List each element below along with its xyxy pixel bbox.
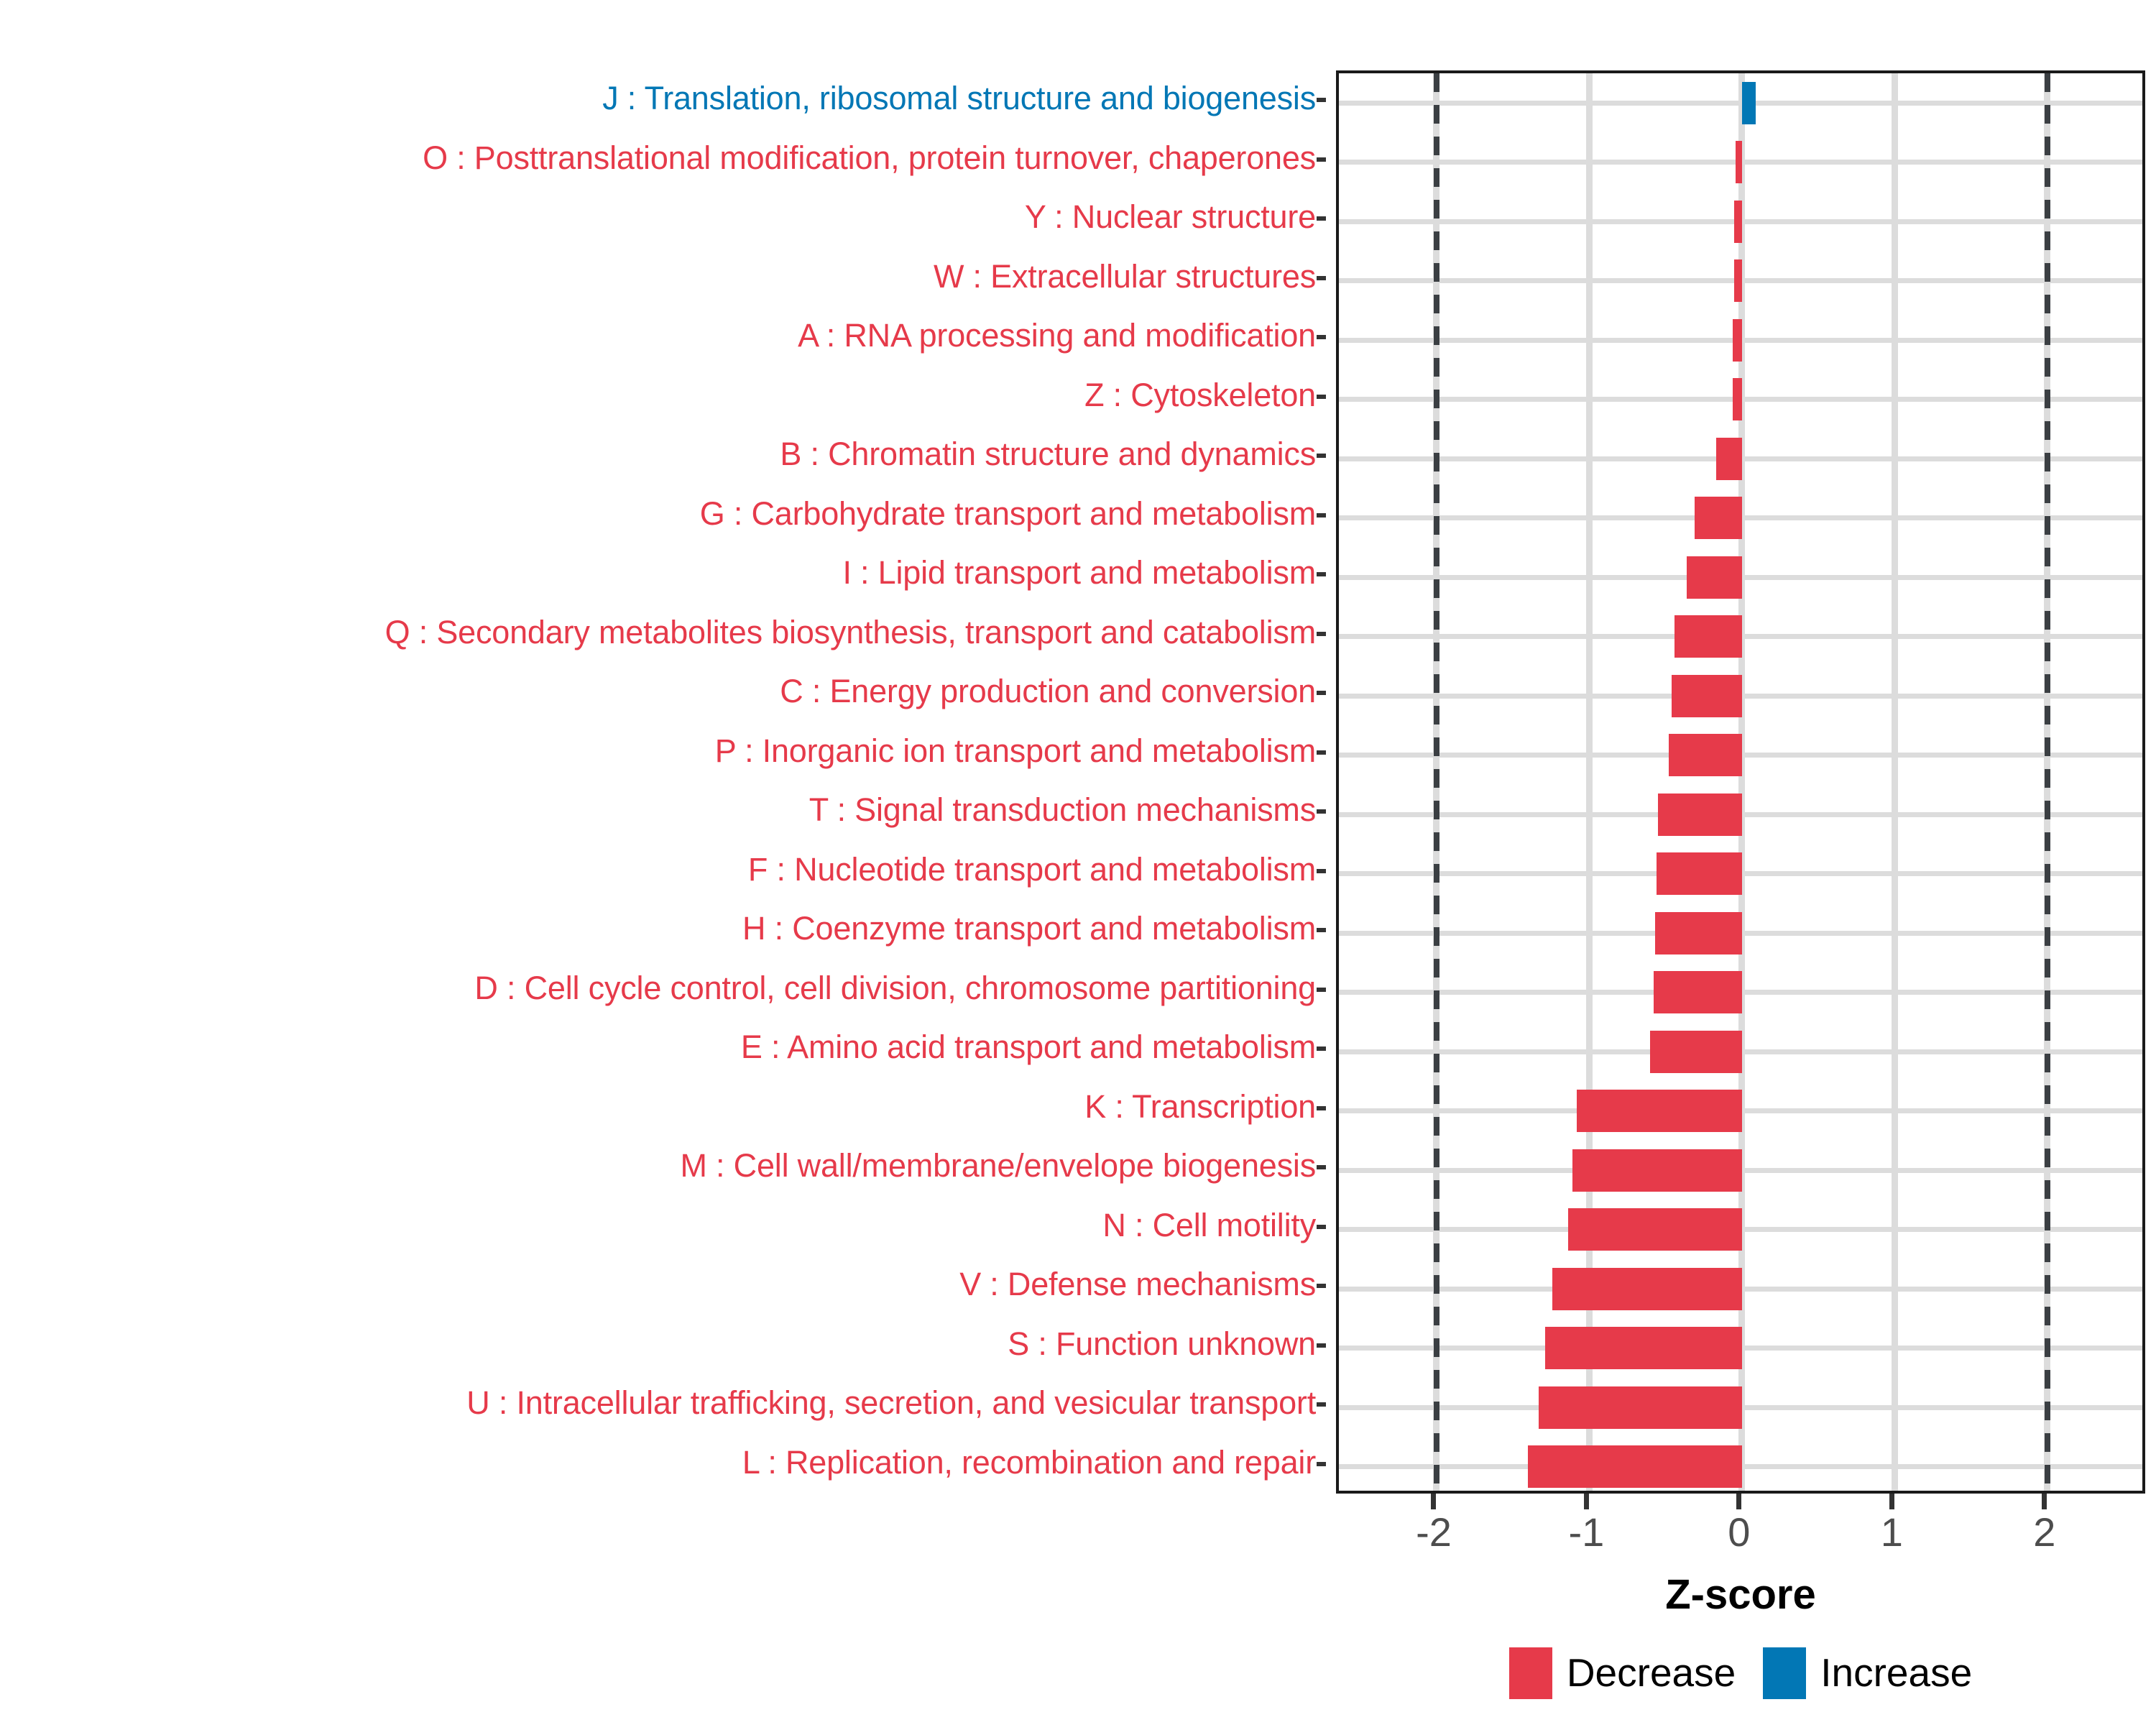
category-label: K : Transcription bbox=[1084, 1087, 1316, 1125]
y-axis-tick bbox=[1317, 928, 1326, 933]
reference-line bbox=[2044, 73, 2050, 1491]
y-axis-tick bbox=[1317, 157, 1326, 162]
y-axis-tick bbox=[1317, 809, 1326, 814]
category-label: J : Translation, ribosomal structure and… bbox=[602, 80, 1316, 117]
y-axis-tick bbox=[1317, 394, 1326, 399]
y-axis-tick bbox=[1317, 512, 1326, 518]
y-axis-tick bbox=[1317, 868, 1326, 873]
category-label: V : Defense mechanisms bbox=[959, 1266, 1316, 1303]
x-axis: -2 -1 0 1 2 bbox=[1336, 1494, 2145, 1580]
category-label: Z : Cytoskeleton bbox=[1084, 376, 1316, 413]
x-axis-tick bbox=[2042, 1494, 2047, 1509]
category-label: L : Replication, recombination and repai… bbox=[742, 1443, 1316, 1481]
y-axis-tick bbox=[1317, 1461, 1326, 1466]
y-axis-tick bbox=[1317, 216, 1326, 221]
bar bbox=[1733, 378, 1742, 421]
y-axis-tick bbox=[1317, 1165, 1326, 1170]
category-label: C : Energy production and conversion bbox=[780, 673, 1316, 710]
bar bbox=[1715, 437, 1742, 480]
category-label: U : Intracellular trafficking, secretion… bbox=[466, 1384, 1316, 1422]
bar bbox=[1552, 1267, 1742, 1310]
x-axis-tick-label: -1 bbox=[1568, 1509, 1605, 1555]
x-axis-tick-label: 1 bbox=[1880, 1509, 1903, 1555]
legend-swatch bbox=[1508, 1647, 1552, 1699]
gridline-vertical bbox=[1891, 73, 1898, 1491]
bar bbox=[1544, 1327, 1742, 1370]
category-label-column: J : Translation, ribosomal structure and… bbox=[0, 70, 1326, 1494]
y-axis-tick bbox=[1317, 275, 1326, 280]
category-label: E : Amino acid transport and metabolism bbox=[740, 1029, 1316, 1066]
category-label: Q : Secondary metabolites biosynthesis, … bbox=[384, 613, 1317, 650]
legend-item[interactable]: Increase bbox=[1763, 1647, 1972, 1699]
y-axis-tick bbox=[1317, 987, 1326, 992]
bar bbox=[1658, 793, 1742, 836]
y-axis-tick bbox=[1317, 454, 1326, 459]
bar bbox=[1528, 1445, 1742, 1489]
y-axis-tick bbox=[1317, 1284, 1326, 1289]
gridline-vertical bbox=[1738, 73, 1746, 1491]
y-axis-tick bbox=[1317, 1402, 1326, 1407]
reference-line bbox=[1433, 73, 1439, 1491]
bar bbox=[1734, 200, 1742, 243]
legend-swatch bbox=[1763, 1647, 1807, 1699]
x-axis-tick-label: -2 bbox=[1416, 1509, 1452, 1555]
plot-panel bbox=[1336, 70, 2145, 1494]
bar bbox=[1567, 1208, 1742, 1251]
x-axis-tick-label: 0 bbox=[1728, 1509, 1751, 1555]
bar bbox=[1653, 971, 1742, 1014]
bar bbox=[1695, 497, 1742, 540]
bar bbox=[1674, 615, 1742, 658]
category-label: D : Cell cycle control, cell division, c… bbox=[474, 969, 1316, 1006]
bar bbox=[1736, 141, 1742, 184]
bar bbox=[1654, 911, 1742, 954]
bar bbox=[1577, 1090, 1742, 1133]
x-axis-tick bbox=[1736, 1494, 1742, 1509]
category-label: B : Chromatin structure and dynamics bbox=[780, 436, 1316, 473]
category-label: P : Inorganic ion transport and metaboli… bbox=[714, 732, 1316, 769]
bar bbox=[1741, 81, 1756, 124]
category-label: I : Lipid transport and metabolism bbox=[842, 554, 1316, 592]
x-axis-tick bbox=[1889, 1494, 1894, 1509]
y-axis-tick bbox=[1317, 1046, 1326, 1052]
bar bbox=[1539, 1386, 1742, 1429]
bar bbox=[1668, 734, 1742, 777]
bar bbox=[1733, 318, 1742, 362]
bar bbox=[1650, 1030, 1742, 1073]
y-axis-tick bbox=[1317, 572, 1326, 577]
category-label: A : RNA processing and modification bbox=[798, 317, 1316, 354]
legend-label: Increase bbox=[1820, 1650, 1973, 1695]
category-label: M : Cell wall/membrane/envelope biogenes… bbox=[680, 1147, 1316, 1184]
legend-item[interactable]: Decrease bbox=[1508, 1647, 1736, 1699]
bar bbox=[1572, 1149, 1742, 1192]
bar bbox=[1687, 556, 1742, 599]
category-label: F : Nucleotide transport and metabolism bbox=[747, 850, 1316, 888]
x-axis-tick bbox=[1431, 1494, 1437, 1509]
y-axis-tick bbox=[1317, 750, 1326, 755]
category-label: W : Extracellular structures bbox=[933, 257, 1316, 295]
category-label: S : Function unknown bbox=[1008, 1325, 1316, 1362]
category-label: O : Posttranslational modification, prot… bbox=[423, 139, 1316, 176]
y-axis-tick bbox=[1317, 691, 1326, 696]
x-axis-tick bbox=[1583, 1494, 1589, 1509]
bar bbox=[1734, 259, 1742, 303]
legend-label: Decrease bbox=[1566, 1650, 1736, 1695]
y-axis-tick bbox=[1317, 1224, 1326, 1229]
bar bbox=[1672, 674, 1742, 717]
x-axis-tick-label: 2 bbox=[2033, 1509, 2056, 1555]
gridline-vertical bbox=[1585, 73, 1593, 1491]
category-label: G : Carbohydrate transport and metabolis… bbox=[699, 494, 1316, 532]
category-label: N : Cell motility bbox=[1102, 1206, 1316, 1243]
y-axis-tick bbox=[1317, 1343, 1326, 1348]
y-axis-tick bbox=[1317, 1105, 1326, 1110]
category-label: Y : Nuclear structure bbox=[1024, 198, 1316, 236]
y-axis-tick bbox=[1317, 98, 1326, 103]
chart-legend: Decrease Increase bbox=[1336, 1639, 2145, 1707]
category-label: T : Signal transduction mechanisms bbox=[808, 791, 1316, 829]
y-axis-tick bbox=[1317, 631, 1326, 636]
y-axis-tick bbox=[1317, 335, 1326, 340]
bar bbox=[1656, 852, 1742, 896]
x-axis-title: Z-score bbox=[1665, 1571, 1816, 1618]
category-label: H : Coenzyme transport and metabolism bbox=[742, 910, 1316, 947]
